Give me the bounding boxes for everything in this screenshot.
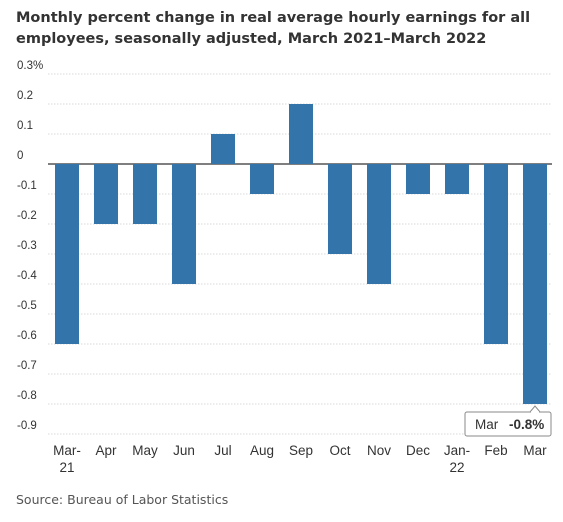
- chart-title: Monthly percent change in real average h…: [16, 10, 531, 47]
- source-note: Source: Bureau of Labor Statistics: [16, 492, 229, 507]
- x-tick-label: Mar-: [53, 443, 81, 458]
- bar: [406, 164, 430, 194]
- y-tick-label: -0.7: [17, 360, 37, 372]
- x-tick-label: Aug: [250, 443, 274, 458]
- x-tick-label: Jul: [214, 443, 231, 458]
- y-tick-label: -0.8: [17, 390, 37, 402]
- x-tick-label: Feb: [484, 443, 507, 458]
- x-tick-label: Jun: [173, 443, 195, 458]
- bar: [484, 164, 508, 344]
- y-tick-label: 0.1: [17, 120, 33, 132]
- x-tick-label: Mar: [523, 443, 547, 458]
- x-tick-label: Apr: [95, 443, 117, 458]
- bar: [523, 164, 547, 404]
- y-tick-label: -0.6: [17, 330, 37, 342]
- x-tick-label: 22: [449, 460, 464, 475]
- callout-pointer: [529, 405, 541, 413]
- x-tick-label: Jan-: [444, 443, 470, 458]
- y-tick-label: -0.3: [17, 240, 37, 252]
- y-tick-label: 0.3%: [17, 60, 43, 72]
- bar: [289, 104, 313, 164]
- bar: [445, 164, 469, 194]
- callout-box: [464, 411, 552, 437]
- y-tick-label: -0.5: [17, 300, 37, 312]
- bar: [367, 164, 391, 284]
- x-tick-label: Sep: [289, 443, 313, 458]
- x-tick-label: 21: [59, 460, 74, 475]
- y-tick-label: 0: [17, 150, 23, 162]
- y-tick-label: -0.1: [17, 180, 37, 192]
- callout-value: -0.8%: [509, 417, 544, 432]
- y-tick-label: 0.2: [17, 90, 33, 102]
- x-tick-label: Nov: [367, 443, 391, 458]
- bar: [94, 164, 118, 224]
- bar: [328, 164, 352, 254]
- bar: [133, 164, 157, 224]
- y-tick-label: -0.2: [17, 210, 37, 222]
- bar: [250, 164, 274, 194]
- x-tick-label: Oct: [329, 443, 350, 458]
- bar: [211, 134, 235, 164]
- y-tick-label: -0.4: [17, 270, 37, 282]
- x-tick-label: Dec: [406, 443, 430, 458]
- callout-label: Mar: [475, 417, 499, 432]
- y-tick-label: -0.9: [17, 420, 37, 432]
- x-tick-label: May: [132, 443, 158, 458]
- bar: [55, 164, 79, 344]
- bar: [172, 164, 196, 284]
